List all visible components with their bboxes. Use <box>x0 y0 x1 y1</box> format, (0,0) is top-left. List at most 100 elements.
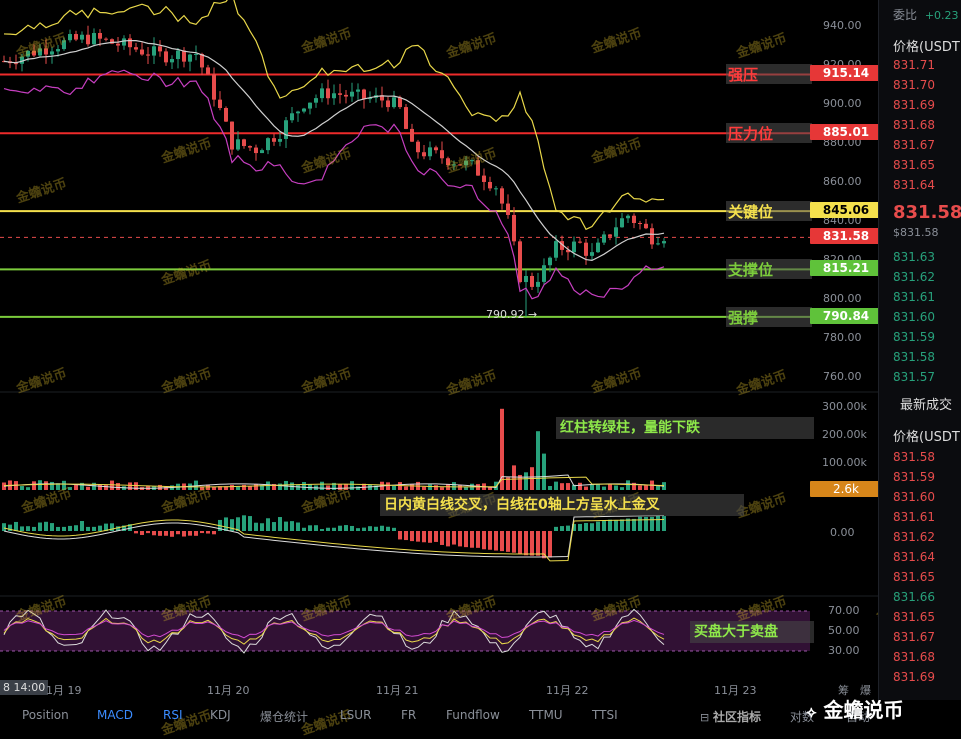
volume-bar <box>254 484 258 490</box>
ask-row[interactable]: 831.71 <box>893 58 935 72</box>
volume-bar <box>458 484 462 490</box>
volume-bar <box>194 480 198 490</box>
candle-body <box>188 54 192 62</box>
price-axis-tick: 780.00 <box>823 331 862 344</box>
volume-bar <box>512 465 516 490</box>
macd-histogram-bar <box>272 522 276 531</box>
candle-body <box>254 147 258 154</box>
macd-histogram-bar <box>614 520 618 531</box>
candle-body <box>626 215 630 219</box>
ask-row[interactable]: 831.68 <box>893 118 935 132</box>
macd-histogram-bar <box>128 524 132 531</box>
candle-body <box>308 102 312 109</box>
level-value-support: 815.21 <box>810 260 882 277</box>
tab-ttmu[interactable]: TTMU <box>529 708 563 722</box>
candle-body <box>224 107 228 122</box>
ask-row[interactable]: 831.65 <box>893 158 935 172</box>
macd-histogram-bar <box>152 531 156 536</box>
candle-body <box>344 94 348 97</box>
candle-body <box>464 160 468 166</box>
volume-bar <box>128 482 132 490</box>
bid-row[interactable]: 831.62 <box>893 270 935 284</box>
candle-body <box>632 215 636 224</box>
ask-row[interactable]: 831.64 <box>893 178 935 192</box>
community-icon: ⊟ <box>700 711 710 724</box>
bid-row[interactable]: 831.57 <box>893 370 935 384</box>
volume-bar <box>434 485 438 490</box>
macd-histogram-bar <box>578 523 582 531</box>
community-indicators-button[interactable]: ⊟ 社区指标 <box>700 710 762 724</box>
volume-bar <box>338 484 342 490</box>
tab-lsur[interactable]: LSUR <box>340 708 372 722</box>
candle-body <box>650 228 654 245</box>
candle-body <box>80 34 84 40</box>
candle-body <box>548 257 552 266</box>
rsi-slow-line <box>3 619 665 639</box>
chip-label[interactable]: 筹 <box>838 684 849 697</box>
macd-histogram-bar <box>254 522 258 531</box>
candle-body <box>170 59 174 63</box>
candle-body <box>566 249 570 253</box>
ask-row[interactable]: 831.70 <box>893 78 935 92</box>
candle-body <box>542 265 546 282</box>
tab-fundflow[interactable]: Fundflow <box>446 708 500 722</box>
volume-bar <box>638 485 642 490</box>
macd-histogram-bar <box>644 516 648 531</box>
volume-bar <box>614 485 618 490</box>
macd-histogram-bar <box>428 531 432 543</box>
candle-body <box>86 34 90 45</box>
time-axis-tick: 11月 20 <box>207 684 250 697</box>
bollinger-lower <box>3 69 665 300</box>
candle-body <box>194 53 198 55</box>
candle-body <box>644 223 648 229</box>
macd-histogram-bar <box>242 515 246 531</box>
volume-bar <box>488 487 492 490</box>
brand-icon: ⟡ <box>806 702 817 721</box>
tab-liquidation-stats[interactable]: 爆仓统计 <box>260 710 309 724</box>
tab-ttsi[interactable]: TTSI <box>592 708 618 722</box>
macd-histogram-bar <box>98 525 102 531</box>
tab-position[interactable]: Position <box>22 708 69 722</box>
liquidation-label[interactable]: 爆 <box>860 684 871 697</box>
macd-histogram-bar <box>332 527 336 531</box>
macd-histogram-bar <box>554 526 558 531</box>
ask-row[interactable]: 831.67 <box>893 138 935 152</box>
candle-body <box>518 241 522 283</box>
ask-row[interactable]: 831.69 <box>893 98 935 112</box>
log-scale-toggle[interactable]: 对数 <box>790 710 815 724</box>
tab-macd[interactable]: MACD <box>97 708 133 722</box>
volume-bar <box>32 481 36 490</box>
auto-scale-toggle[interactable]: 自动 <box>846 710 871 724</box>
macd-histogram-bar <box>374 526 378 531</box>
macd-histogram-bar <box>8 524 12 531</box>
macd-dif-line <box>3 515 665 558</box>
candle-body <box>68 34 72 41</box>
candle-body <box>434 147 438 151</box>
volume-bar <box>164 486 168 490</box>
recent-trades-title[interactable]: 最新成交 <box>900 398 953 413</box>
macd-histogram-bar <box>632 518 636 531</box>
volume-bar <box>320 481 324 490</box>
bid-row[interactable]: 831.60 <box>893 310 935 324</box>
tab-rsi[interactable]: RSI <box>163 708 183 722</box>
macd-histogram-bar <box>662 516 666 531</box>
volume-bar <box>572 484 576 490</box>
volume-bar <box>350 481 354 490</box>
macd-histogram-bar <box>296 522 300 531</box>
price-axis-tick: 760.00 <box>823 370 862 383</box>
candle-body <box>602 234 606 243</box>
bid-row[interactable]: 831.58 <box>893 350 935 364</box>
volume-bar <box>566 483 570 490</box>
tab-kdj[interactable]: KDJ <box>210 708 231 722</box>
macd-histogram-bar <box>320 528 324 531</box>
bid-row[interactable]: 831.63 <box>893 250 935 264</box>
macd-histogram-bar <box>122 525 126 531</box>
bid-row[interactable]: 831.59 <box>893 330 935 344</box>
macd-histogram-bar <box>74 525 78 531</box>
volume-bar <box>272 483 276 490</box>
tab-fr[interactable]: FR <box>401 708 417 722</box>
bid-row[interactable]: 831.61 <box>893 290 935 304</box>
level-value-strong-resistance: 915.14 <box>810 65 882 82</box>
rsi-mid-line <box>3 617 665 645</box>
